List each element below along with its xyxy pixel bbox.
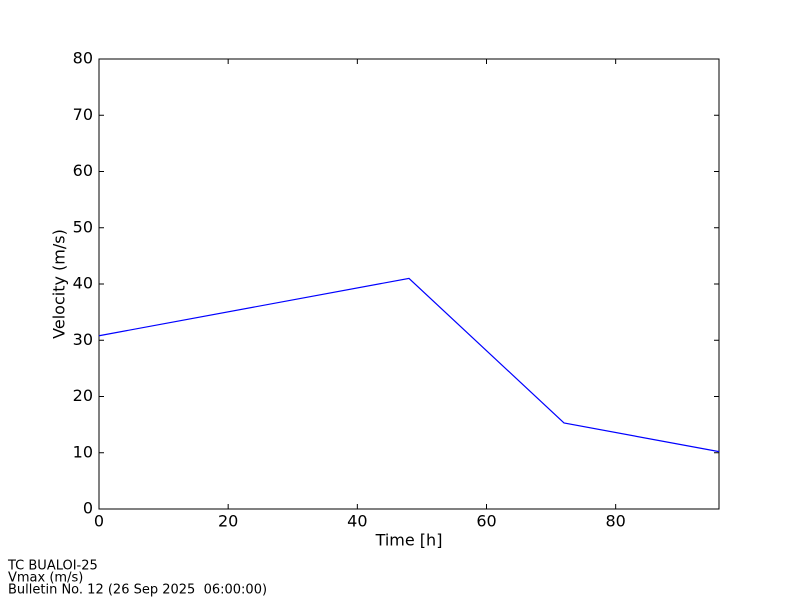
footer-line: Bulletin No. 12 (26 Sep 2025 06:00:00)	[8, 583, 267, 598]
y-tick-label: 70	[73, 105, 93, 124]
x-tick-label: 40	[347, 512, 367, 531]
y-tick-label: 20	[73, 386, 93, 405]
plot-frame	[98, 58, 720, 510]
data-line	[98, 277, 720, 453]
x-axis-label: Time [h]	[375, 531, 443, 550]
y-tick-label: 0	[83, 499, 93, 518]
y-tick-label: 30	[73, 330, 93, 349]
y-tick-label: 50	[73, 217, 93, 236]
y-axis-label: Velocity (m/s)	[50, 229, 69, 339]
y-tick-label: 60	[73, 161, 93, 180]
footer-line: Vmax (m/s)	[8, 571, 83, 586]
x-tick-label: 60	[476, 512, 496, 531]
y-tick-label: 80	[73, 49, 93, 68]
y-tick-label: 40	[73, 274, 93, 293]
x-tick-label: 20	[218, 512, 238, 531]
x-tick-label: 0	[94, 512, 104, 531]
y-tick-label: 10	[73, 442, 93, 461]
x-tick-label: 80	[605, 512, 625, 531]
footer-line: TC BUALOI-25	[7, 559, 98, 574]
